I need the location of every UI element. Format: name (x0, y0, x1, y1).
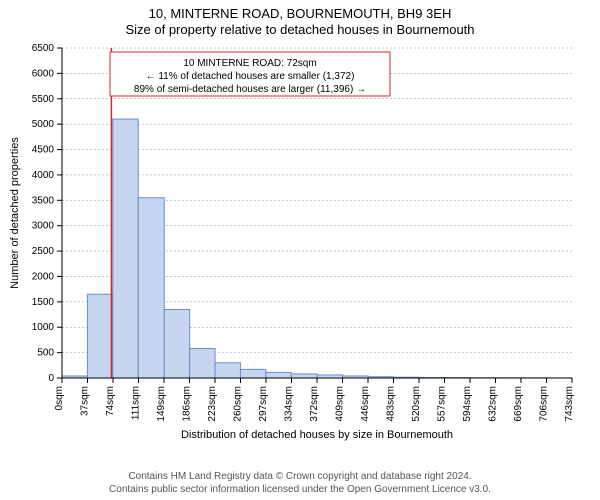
svg-text:2000: 2000 (32, 271, 55, 282)
annotation-line: ← 11% of detached houses are smaller (1,… (146, 71, 355, 82)
svg-text:3500: 3500 (32, 195, 55, 206)
svg-text:4000: 4000 (32, 170, 55, 181)
svg-text:409sqm: 409sqm (335, 386, 346, 422)
histogram-bar (291, 374, 317, 378)
annotation-line: 10 MINTERNE ROAD: 72sqm (183, 58, 316, 69)
svg-text:500: 500 (37, 348, 54, 359)
svg-text:4500: 4500 (32, 145, 55, 156)
x-axis-label: Distribution of detached houses by size … (181, 429, 453, 441)
title-line-2: Size of property relative to detached ho… (0, 22, 600, 38)
histogram-bar (240, 369, 265, 378)
histogram-bar (87, 294, 112, 378)
svg-text:483sqm: 483sqm (386, 386, 397, 422)
histogram-chart: 0 500 1000 1500 2000 2500 3000 3500 4000 4500 5000… (0, 38, 600, 448)
svg-text:446sqm: 446sqm (360, 386, 371, 422)
svg-text:5000: 5000 (32, 119, 55, 130)
histogram-bar (215, 363, 240, 378)
chart-title-block: 10, MINTERNE ROAD, BOURNEMOUTH, BH9 3EH … (0, 0, 600, 39)
svg-text:372sqm: 372sqm (309, 386, 320, 422)
svg-text:3000: 3000 (32, 221, 55, 232)
histogram-bar (266, 372, 291, 378)
svg-text:223sqm: 223sqm (207, 386, 218, 422)
svg-text:37sqm: 37sqm (80, 386, 91, 416)
svg-text:74sqm: 74sqm (105, 386, 116, 416)
footer-attribution: Contains HM Land Registry data © Crown c… (0, 471, 600, 496)
histogram-bar (113, 119, 138, 378)
svg-text:0: 0 (48, 373, 54, 384)
svg-text:706sqm: 706sqm (539, 386, 550, 422)
footer-line-2: Contains public sector information licen… (0, 484, 600, 497)
svg-text:669sqm: 669sqm (513, 386, 524, 422)
svg-text:743sqm: 743sqm (564, 386, 575, 422)
annotation-line: 89% of semi-detached houses are larger (… (134, 84, 366, 95)
svg-text:149sqm: 149sqm (156, 386, 167, 422)
svg-text:1500: 1500 (32, 297, 55, 308)
svg-text:6500: 6500 (32, 43, 55, 54)
svg-text:557sqm: 557sqm (437, 386, 448, 422)
title-line-1: 10, MINTERNE ROAD, BOURNEMOUTH, BH9 3EH (0, 6, 600, 22)
svg-text:1000: 1000 (32, 322, 55, 333)
footer-line-1: Contains HM Land Registry data © Crown c… (0, 471, 600, 484)
y-axis-label: Number of detached properties (9, 137, 21, 289)
svg-text:0sqm: 0sqm (54, 386, 65, 410)
svg-text:594sqm: 594sqm (462, 386, 473, 422)
chart-container: 0 500 1000 1500 2000 2500 3000 3500 4000 4500 5000… (0, 38, 600, 448)
histogram-bar (138, 198, 164, 378)
svg-text:334sqm: 334sqm (284, 386, 295, 422)
svg-text:111sqm: 111sqm (131, 386, 142, 420)
svg-text:2500: 2500 (32, 246, 55, 257)
svg-text:6000: 6000 (32, 68, 55, 79)
histogram-bar (164, 309, 189, 378)
svg-text:260sqm: 260sqm (233, 386, 244, 422)
svg-text:186sqm: 186sqm (182, 386, 193, 422)
svg-text:5500: 5500 (32, 94, 55, 105)
svg-text:520sqm: 520sqm (411, 386, 422, 422)
svg-text:297sqm: 297sqm (258, 386, 269, 422)
svg-text:632sqm: 632sqm (488, 386, 499, 422)
histogram-bar (190, 349, 215, 378)
